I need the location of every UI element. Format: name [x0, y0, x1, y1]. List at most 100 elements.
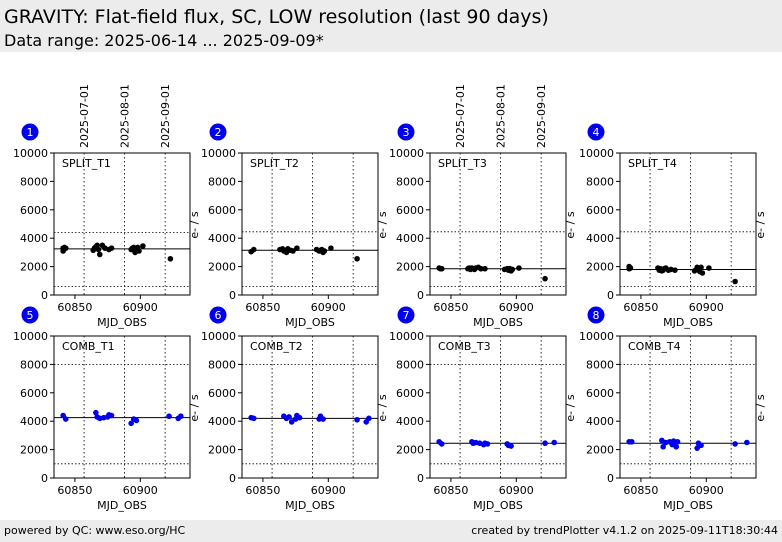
y-tick-label: 2000	[396, 261, 424, 274]
x-tick-label: 60900	[311, 484, 346, 497]
footer-timestamp: created by trendPlotter v4.1.2 on 2025-0…	[471, 524, 778, 537]
panel-number: 5	[27, 309, 34, 322]
data-point	[93, 409, 99, 416]
data-point	[551, 439, 558, 446]
plot-frame	[53, 335, 191, 479]
panel-label: COMB_T3	[438, 340, 491, 353]
data-point	[140, 243, 146, 249]
y-tick-label: 8000	[396, 358, 424, 371]
data-point	[321, 248, 328, 254]
y-tick-label: 0	[607, 289, 614, 302]
chart-panel-3: 2025-07-01 2025-08-01 2025-09-01 0 2000 4000 6…	[389, 84, 577, 329]
data-point	[286, 414, 292, 420]
y-tick-label: 6000	[586, 204, 614, 217]
panel-number-badge	[397, 123, 415, 141]
data-point	[438, 265, 445, 272]
x-axis-label: MJD_OBS	[473, 316, 523, 329]
y-tick-label: 0	[417, 289, 424, 302]
x-axis-label: MJD_OBS	[663, 316, 713, 329]
plot-frame	[53, 152, 191, 296]
y-tick-label: 4000	[20, 415, 48, 428]
y-tick-label: 4000	[208, 232, 236, 245]
y-tick-label: 0	[41, 472, 48, 485]
data-point	[509, 266, 516, 273]
y-tick-label: 8000	[20, 358, 48, 371]
plot-frame	[619, 152, 757, 296]
y-tick-label: 2000	[586, 444, 614, 457]
plot-frame	[241, 335, 379, 479]
panel-label: COMB_T1	[62, 340, 115, 353]
page-subtitle: Data range: 2025-06-14 ... 2025-09-09*	[4, 31, 324, 50]
panel-label: COMB_T4	[628, 340, 681, 353]
panel-label: SPLIT_T2	[250, 157, 299, 170]
y-tick-label: 10000	[201, 147, 236, 160]
y-tick-label: 10000	[13, 147, 48, 160]
data-point	[484, 441, 491, 447]
y-tick-label: 0	[417, 472, 424, 485]
x-tick-label: 60900	[123, 301, 158, 314]
data-point	[62, 416, 69, 422]
data-point	[96, 251, 103, 258]
panel-number: 6	[215, 309, 222, 322]
date-tick-label: 2025-08-01	[495, 84, 508, 148]
data-point	[167, 255, 174, 262]
y-tick-label: 10000	[579, 330, 614, 343]
y-tick-label: 8000	[396, 175, 424, 188]
chart-panel-4: 0 2000 4000 6000 8000 10000 60850 60900 MJD_OBS e…	[579, 123, 767, 329]
data-point	[672, 267, 678, 273]
panel-number-badge	[21, 123, 39, 141]
panel-number-badge	[587, 123, 605, 141]
data-point	[128, 420, 134, 427]
data-point	[516, 265, 522, 271]
y-tick-label: 10000	[389, 330, 424, 343]
date-tick-label: 2025-07-01	[78, 84, 91, 148]
footer-credit: powered by QC: www.eso.org/HC	[4, 524, 186, 537]
panel-number: 2	[215, 126, 222, 139]
y-tick-label: 4000	[20, 232, 48, 245]
x-axis-label: MJD_OBS	[473, 499, 523, 512]
x-tick-label: 60850	[57, 301, 92, 314]
panel-label: SPLIT_T3	[438, 157, 487, 170]
y-tick-label: 6000	[586, 387, 614, 400]
x-axis-label: MJD_OBS	[97, 499, 147, 512]
x-tick-label: 60850	[623, 301, 658, 314]
y-tick-label: 8000	[208, 175, 236, 188]
data-point	[628, 438, 635, 445]
y-tick-label: 6000	[396, 387, 424, 400]
data-point	[62, 245, 69, 251]
y-tick-label: 10000	[201, 330, 236, 343]
date-tick-label: 2025-09-01	[535, 84, 548, 148]
data-point	[95, 246, 102, 253]
footer-bar: powered by QC: www.eso.org/HC created by…	[0, 520, 782, 542]
y-tick-label: 6000	[20, 387, 48, 400]
y-tick-label: 10000	[579, 147, 614, 160]
panel-number-badge	[209, 306, 227, 324]
y-tick-label: 0	[41, 289, 48, 302]
data-point	[108, 412, 115, 419]
y-tick-label: 6000	[208, 387, 236, 400]
x-axis-label: MJD_OBS	[285, 499, 335, 512]
panel-number-badge	[587, 306, 605, 324]
plot-frame	[429, 335, 567, 479]
y-axis-label: e- / s	[188, 211, 201, 238]
data-point	[250, 246, 257, 253]
x-tick-label: 60850	[245, 484, 280, 497]
data-point	[478, 265, 484, 272]
data-point	[250, 415, 257, 422]
panel-label: SPLIT_T4	[628, 157, 677, 170]
data-point	[508, 443, 514, 449]
data-point	[698, 264, 704, 271]
data-point	[94, 242, 100, 249]
data-point	[366, 415, 372, 422]
panel-number-badge	[209, 123, 227, 141]
data-point	[294, 245, 300, 251]
y-axis-label: e- / s	[754, 394, 767, 421]
date-tick-label: 2025-07-01	[454, 84, 467, 148]
x-tick-label: 60850	[245, 301, 280, 314]
data-point	[732, 278, 738, 285]
y-tick-label: 6000	[20, 204, 48, 217]
y-axis-label: e- / s	[188, 394, 201, 421]
date-tick-label: 2025-08-01	[119, 84, 132, 148]
